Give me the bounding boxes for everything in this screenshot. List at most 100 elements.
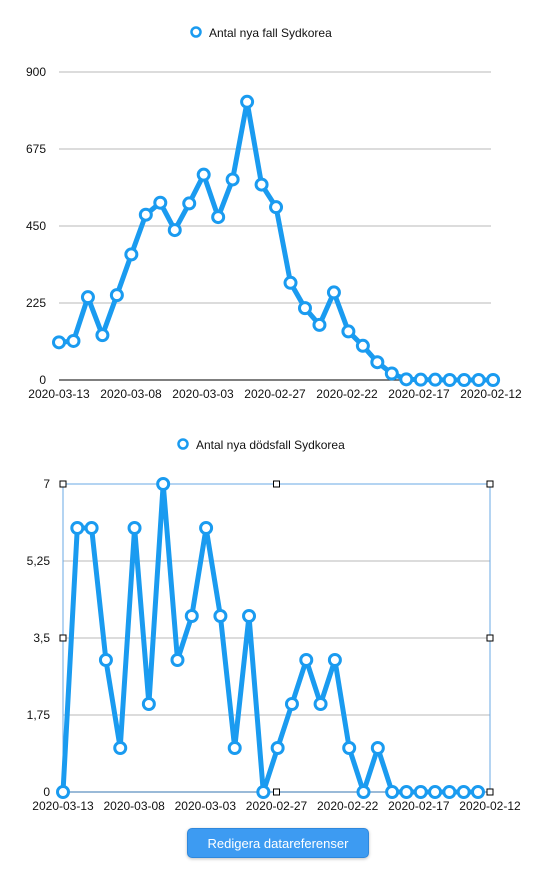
legend: Antal nya dödsfall Sydkorea [177,438,345,452]
selection-box[interactable] [59,480,494,796]
data-point[interactable] [227,741,242,755]
data-point[interactable] [384,366,399,381]
selection-handle[interactable] [59,634,67,642]
selection-handle[interactable] [486,788,494,796]
data-point[interactable] [184,609,199,623]
data-points[interactable] [52,94,501,387]
data-point[interactable] [270,741,285,755]
x-tick-label: 2020-03-08 [100,387,162,401]
data-point[interactable] [342,741,357,755]
data-points[interactable] [56,477,485,799]
data-point[interactable] [124,247,139,262]
data-point[interactable] [256,785,271,799]
data-point[interactable] [284,697,299,711]
data-point[interactable] [326,285,341,300]
x-tick-label: 2020-02-17 [388,387,450,401]
legend-marker [177,438,189,450]
data-point[interactable] [341,324,356,339]
x-tick-labels: 2020-03-13 2020-03-08 2020-03-03 2020-02-27… [32,799,521,813]
data-point[interactable] [457,373,472,387]
data-point[interactable] [113,741,128,755]
data-point[interactable] [127,521,142,535]
data-point[interactable] [327,653,342,667]
y-tick-label: 7 [43,477,50,491]
data-point[interactable] [442,785,457,799]
legend-label: Antal nya fall Sydkorea [209,26,332,40]
selection-handle[interactable] [59,480,67,488]
data-point[interactable] [283,275,298,290]
data-point[interactable] [153,195,168,210]
edit-data-references-button[interactable]: Redigera datareferenser [187,828,369,858]
data-point[interactable] [242,609,257,623]
selection-handle[interactable] [273,788,280,796]
data-point[interactable] [370,741,385,755]
data-point[interactable] [240,94,255,109]
x-tick-label: 2020-02-12 [460,387,522,401]
data-point[interactable] [254,177,269,192]
data-point[interactable] [141,697,156,711]
data-point[interactable] [313,697,328,711]
y-tick-label: 0 [39,373,46,387]
x-tick-label: 2020-03-03 [172,387,234,401]
data-point[interactable] [225,172,240,187]
data-point[interactable] [170,653,185,667]
data-point[interactable] [70,521,85,535]
legend-marker [190,26,202,38]
data-point[interactable] [66,333,81,348]
data-point[interactable] [84,521,99,535]
data-point[interactable] [80,290,95,305]
y-tick-label: 900 [26,65,46,79]
data-point[interactable] [199,521,214,535]
data-point[interactable] [413,372,428,387]
data-point[interactable] [182,196,197,211]
new-deaths-chart[interactable]: Antal nya dödsfall Sydkorea 7 5,25 3,5 1,75… [0,428,552,818]
data-point[interactable] [428,372,443,387]
data-point[interactable] [399,785,414,799]
data-point[interactable] [52,335,66,350]
data-point[interactable] [370,355,385,370]
x-tick-label: 2020-03-08 [103,799,165,813]
data-point[interactable] [486,373,501,387]
data-point[interactable] [355,338,370,353]
y-tick-labels: 900 675 450 225 0 [26,65,46,387]
x-tick-label: 2020-02-22 [316,387,378,401]
data-point[interactable] [428,785,443,799]
data-point[interactable] [297,301,312,316]
y-tick-label: 1,75 [27,708,51,722]
data-point[interactable] [156,477,171,491]
data-point[interactable] [196,167,211,182]
data-point[interactable] [470,785,485,799]
new-cases-chart[interactable]: Antal nya fall Sydkorea 900 675 450 225 0 20… [0,0,552,410]
data-point[interactable] [109,288,124,303]
data-point[interactable] [312,317,327,332]
selection-handle[interactable] [486,480,494,488]
y-tick-label: 5,25 [27,554,51,568]
data-point[interactable] [95,328,110,343]
data-point[interactable] [442,373,457,387]
data-point[interactable] [269,200,284,215]
data-point[interactable] [167,223,182,238]
selection-handle[interactable] [486,634,494,642]
series-polyline [56,99,496,383]
data-point[interactable] [138,207,153,222]
x-tick-labels: 2020-03-13 2020-03-08 2020-03-03 2020-02-27… [28,387,522,401]
data-point[interactable] [413,785,428,799]
data-point[interactable] [385,785,400,799]
data-point[interactable] [456,785,471,799]
selection-handle[interactable] [273,480,280,488]
legend: Antal nya fall Sydkorea [190,26,332,40]
data-point[interactable] [399,372,414,387]
data-point[interactable] [98,653,113,667]
data-point[interactable] [213,609,228,623]
data-point[interactable] [211,210,226,225]
data-point[interactable] [356,785,371,799]
y-tick-labels: 7 5,25 3,5 1,75 0 [27,477,51,799]
x-tick-label: 2020-02-12 [459,799,521,813]
data-point[interactable] [56,785,70,799]
y-tick-label: 3,5 [33,631,50,645]
data-point[interactable] [299,653,314,667]
y-tick-label: 675 [26,142,46,156]
x-tick-label: 2020-03-13 [32,799,94,813]
data-point[interactable] [471,373,486,387]
x-tick-label: 2020-03-03 [175,799,237,813]
